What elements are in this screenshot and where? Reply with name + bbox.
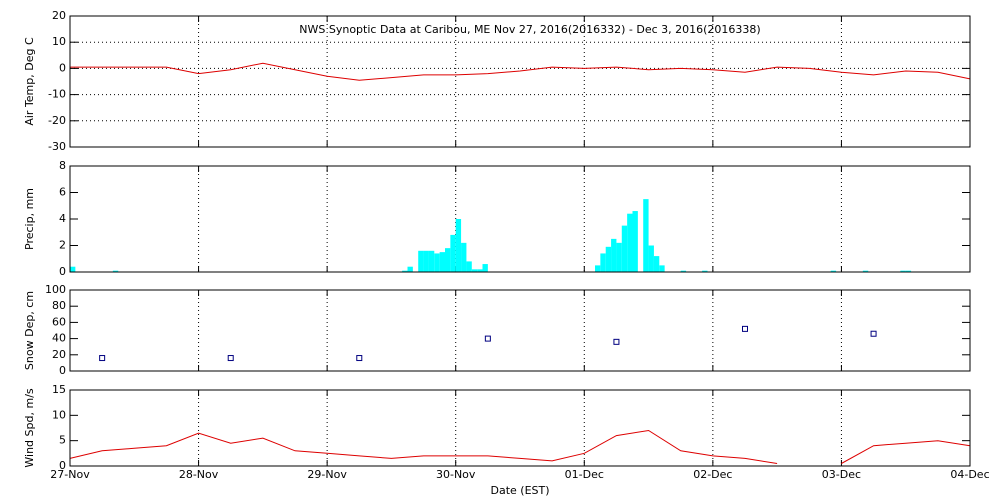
- y-tick-label: 15: [52, 383, 66, 396]
- y-tick-label: 40: [52, 332, 66, 345]
- bar: [830, 270, 837, 272]
- bar: [482, 264, 488, 272]
- point: [742, 325, 748, 332]
- bar: [611, 238, 617, 272]
- bar: [461, 242, 467, 272]
- bar: [407, 266, 413, 272]
- x-tick-label: 01-Dec: [565, 468, 604, 481]
- bar: [70, 266, 76, 272]
- x-axis-title: Date (EST): [490, 484, 549, 497]
- y-tick-label: 100: [45, 283, 66, 296]
- bar: [862, 270, 869, 272]
- y-axis-title: Wind Spd, m/s: [23, 388, 36, 468]
- point: [356, 355, 363, 362]
- bar: [445, 248, 451, 272]
- plot-frame: [69, 389, 971, 467]
- plot-frame: [69, 165, 971, 273]
- bar: [905, 270, 912, 272]
- bar: [112, 270, 119, 272]
- y-tick-label: 20: [52, 9, 66, 22]
- y-tick-label: 8: [59, 159, 66, 172]
- y-axis-title: Snow Dep, cm: [23, 291, 36, 370]
- x-tick-label: 29-Nov: [307, 468, 347, 481]
- y-tick-label: -30: [48, 140, 66, 153]
- chart-title: NWS Synoptic Data at Caribou, ME Nov 27,…: [299, 23, 760, 36]
- bar: [434, 253, 440, 272]
- y-axis-title: Air Temp, Deg C: [23, 37, 36, 126]
- bar: [621, 225, 628, 272]
- data-line: [70, 62, 971, 81]
- y-tick-label: -20: [48, 114, 66, 127]
- bar: [702, 270, 708, 272]
- point: [870, 330, 877, 337]
- bar: [595, 265, 601, 272]
- bar: [653, 256, 660, 272]
- bar: [450, 234, 456, 272]
- bar: [600, 253, 606, 272]
- y-tick-label: 5: [59, 434, 66, 447]
- plot-frame: [69, 15, 971, 148]
- y-tick-label: 4: [59, 212, 66, 225]
- y-tick-label: 10: [52, 408, 66, 421]
- bar: [659, 265, 665, 272]
- bar: [418, 250, 424, 272]
- y-tick-label: 80: [52, 299, 66, 312]
- bar: [605, 246, 612, 272]
- bar: [648, 245, 654, 272]
- y-tick-label: -10: [48, 88, 66, 101]
- y-tick-label: 0: [59, 61, 66, 74]
- y-tick-label: 0: [59, 265, 66, 278]
- point: [99, 355, 106, 362]
- y-tick-label: 6: [59, 186, 66, 199]
- point: [613, 338, 620, 345]
- point: [227, 355, 234, 362]
- plot-frame: [69, 289, 971, 372]
- bar: [616, 242, 622, 272]
- bar: [471, 269, 478, 272]
- bar: [632, 211, 638, 272]
- bar: [402, 270, 408, 272]
- y-tick-label: 0: [59, 364, 66, 377]
- data-line: [69, 429, 971, 464]
- bar: [423, 250, 429, 272]
- point: [484, 335, 491, 342]
- x-tick-label: 04-Dec: [950, 468, 989, 481]
- x-tick-label: 30-Nov: [436, 468, 476, 481]
- x-tick-label: 27-Nov: [50, 468, 90, 481]
- x-tick-label: 03-Dec: [822, 468, 861, 481]
- bar: [439, 252, 445, 272]
- bar: [643, 199, 649, 272]
- bar: [900, 270, 906, 272]
- bar: [466, 261, 472, 272]
- bar: [627, 213, 633, 272]
- y-tick-label: 60: [52, 315, 66, 328]
- y-tick-label: 2: [59, 239, 66, 252]
- bar: [428, 250, 435, 272]
- x-tick-label: 02-Dec: [693, 468, 732, 481]
- bar: [455, 219, 462, 272]
- bar: [477, 269, 483, 272]
- y-tick-label: 20: [52, 348, 66, 361]
- y-tick-label: 10: [52, 35, 66, 48]
- x-tick-label: 28-Nov: [179, 468, 219, 481]
- y-tick-label: 0: [59, 459, 66, 472]
- bar: [680, 270, 687, 272]
- y-axis-title: Precip, mm: [23, 188, 36, 250]
